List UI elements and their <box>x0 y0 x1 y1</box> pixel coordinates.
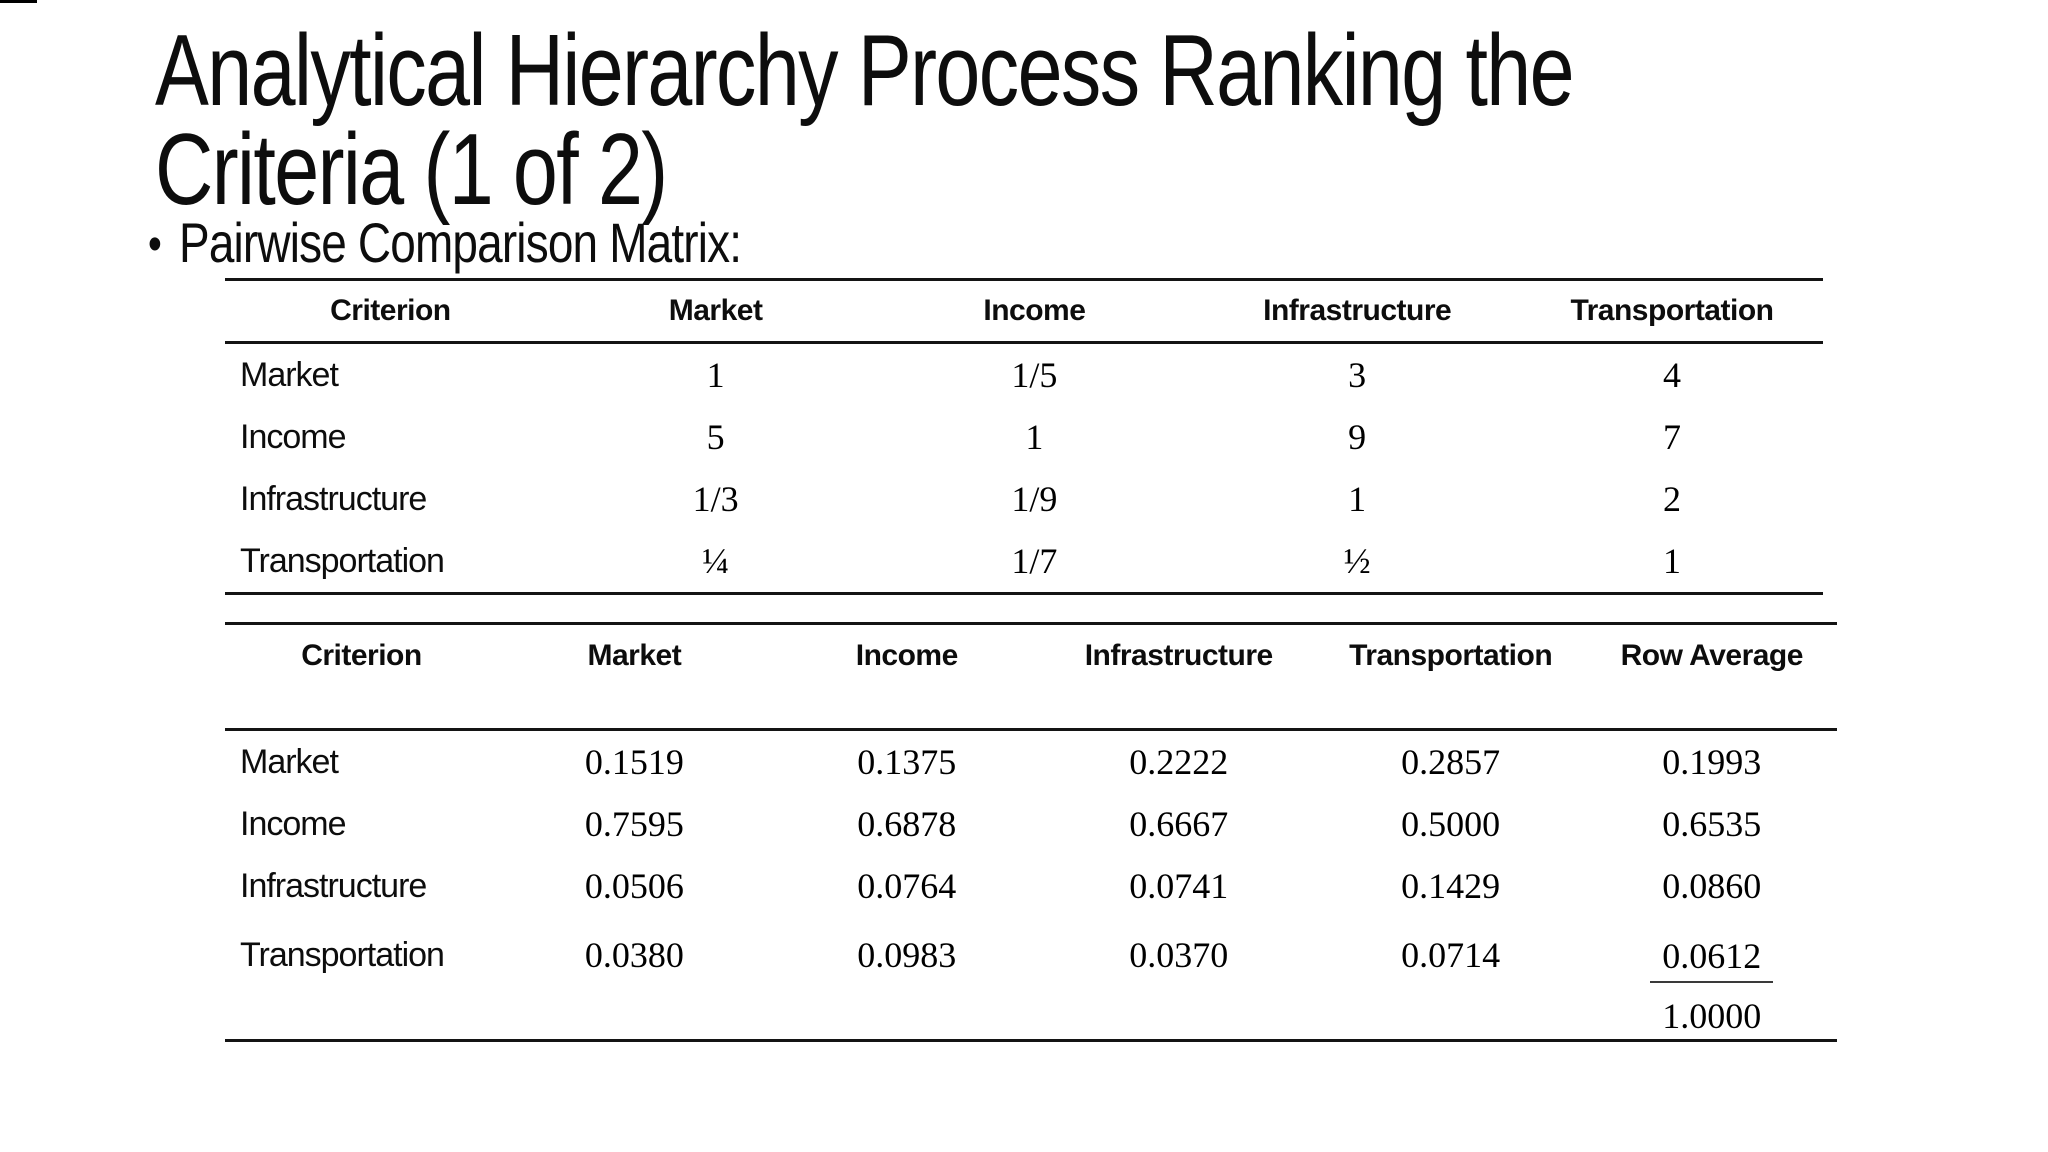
normalized-cell: 0.0983 <box>857 935 957 975</box>
normalized-cell: 0.6667 <box>1129 804 1229 844</box>
pairwise-comparison-table: Criterion Market Income Infrastructure T… <box>225 278 1823 595</box>
pairwise-row-market: Market 1 1/5 3 4 <box>225 344 1823 406</box>
normalized-cell: 0.0714 <box>1401 935 1501 975</box>
normalized-cell: 0.6878 <box>857 804 957 844</box>
empty-cell <box>225 993 498 1039</box>
normalized-cell: 0.0506 <box>584 866 684 906</box>
normalized-cell: 0.1429 <box>1401 866 1501 906</box>
pairwise-cell: ¼ <box>702 541 730 581</box>
normalized-header-infrastructure: Infrastructure <box>1084 639 1274 672</box>
normalized-row-transportation: Transportation 0.0380 0.0983 0.0370 0.07… <box>225 917 1837 993</box>
pairwise-cell: 1 <box>1025 417 1044 457</box>
bullet-item: • Pairwise Comparison Matrix: <box>148 210 742 275</box>
pairwise-row-label: Income <box>240 417 346 456</box>
pairwise-cell: 3 <box>1348 355 1367 395</box>
normalized-cell: 0.2857 <box>1401 742 1501 782</box>
pairwise-row-label: Market <box>240 355 339 394</box>
pairwise-cell: 1/9 <box>1011 479 1058 519</box>
pairwise-cell: 1 <box>1662 541 1681 581</box>
pairwise-cell: 1 <box>1348 479 1367 519</box>
normalized-cell: 0.0764 <box>857 866 957 906</box>
normalized-cell: 0.1519 <box>584 742 684 782</box>
slide-title-line-1: Analytical Hierarchy Process Ranking the <box>155 15 1575 127</box>
normalized-cell: 0.5000 <box>1401 804 1501 844</box>
normalized-header-transportation: Transportation <box>1349 639 1553 672</box>
empty-cell <box>498 993 771 1039</box>
normalized-cell: 0.2222 <box>1129 742 1229 782</box>
empty-cell <box>1043 993 1315 1039</box>
bullet-text: Pairwise Comparison Matrix: <box>179 211 742 274</box>
normalized-header-row-average: Row Average <box>1620 639 1804 672</box>
normalized-header-row: Criterion Market Income Infrastructure T… <box>225 625 1837 731</box>
slide-title-line-2: Criteria (1 of 2) <box>155 114 668 226</box>
normalized-row-market: Market 0.1519 0.1375 0.2222 0.2857 0.199… <box>225 731 1837 793</box>
normalized-row-label: Infrastructure <box>240 866 427 905</box>
normalized-total-row: 1.0000 <box>225 993 1837 1039</box>
pairwise-header-income: Income <box>983 294 1086 327</box>
normalized-cell-row-average: 0.0612 <box>1587 917 1837 993</box>
pairwise-row-infrastructure: Infrastructure 1/3 1/9 1 2 <box>225 468 1823 530</box>
pairwise-header-transportation: Transportation <box>1570 294 1774 327</box>
normalized-cell: 0.0860 <box>1662 866 1762 906</box>
summed-value-underline: 0.0612 <box>1650 935 1774 983</box>
normalized-cell: 0.1375 <box>857 742 957 782</box>
row-average-total: 1.0000 <box>1662 996 1762 1036</box>
pairwise-cell: 1/5 <box>1011 355 1058 395</box>
bullet-marker: • <box>148 218 162 271</box>
pairwise-cell: 1 <box>706 355 725 395</box>
pairwise-row-income: Income 5 1 9 7 <box>225 406 1823 468</box>
normalized-row-label: Transportation <box>240 935 445 974</box>
pairwise-header-row: Criterion Market Income Infrastructure T… <box>225 281 1823 344</box>
normalized-cell: 0.0741 <box>1129 866 1229 906</box>
normalized-cell: 0.7595 <box>584 804 684 844</box>
top-left-edge-artifact <box>0 0 37 3</box>
normalized-cell: 0.6535 <box>1662 804 1762 844</box>
pairwise-row-label: Infrastructure <box>240 479 427 518</box>
normalized-cell: 0.0370 <box>1129 935 1229 975</box>
pairwise-cell: 9 <box>1348 417 1367 457</box>
pairwise-header-criterion: Criterion <box>330 294 451 327</box>
normalized-row-label: Income <box>240 804 346 843</box>
pairwise-cell: 5 <box>706 417 725 457</box>
normalized-row-income: Income 0.7595 0.6878 0.6667 0.5000 0.653… <box>225 793 1837 855</box>
normalized-header-market: Market <box>587 639 682 672</box>
normalized-header-criterion: Criterion <box>301 639 422 672</box>
empty-cell <box>771 993 1043 1039</box>
pairwise-cell: ½ <box>1343 541 1371 581</box>
pairwise-cell: 2 <box>1662 479 1681 519</box>
pairwise-cell: 1/3 <box>692 479 739 519</box>
pairwise-header-infrastructure: Infrastructure <box>1263 294 1452 327</box>
normalized-header-income: Income <box>855 639 959 672</box>
pairwise-cell: 7 <box>1662 417 1681 457</box>
empty-cell <box>1315 993 1587 1039</box>
slide-title: Analytical Hierarchy Process Ranking the… <box>155 15 1575 226</box>
normalized-matrix-table: Criterion Market Income Infrastructure T… <box>225 622 1837 1042</box>
normalized-row-infrastructure: Infrastructure 0.0506 0.0764 0.0741 0.14… <box>225 855 1837 917</box>
pairwise-header-market: Market <box>668 294 763 327</box>
normalized-row-label: Market <box>240 742 339 781</box>
normalized-cell: 0.0380 <box>584 935 684 975</box>
pairwise-cell: 4 <box>1662 355 1681 395</box>
normalized-cell: 0.1993 <box>1662 742 1762 782</box>
pairwise-cell: 1/7 <box>1011 541 1058 581</box>
pairwise-row-label: Transportation <box>240 541 445 580</box>
pairwise-row-transportation: Transportation ¼ 1/7 ½ 1 <box>225 530 1823 592</box>
